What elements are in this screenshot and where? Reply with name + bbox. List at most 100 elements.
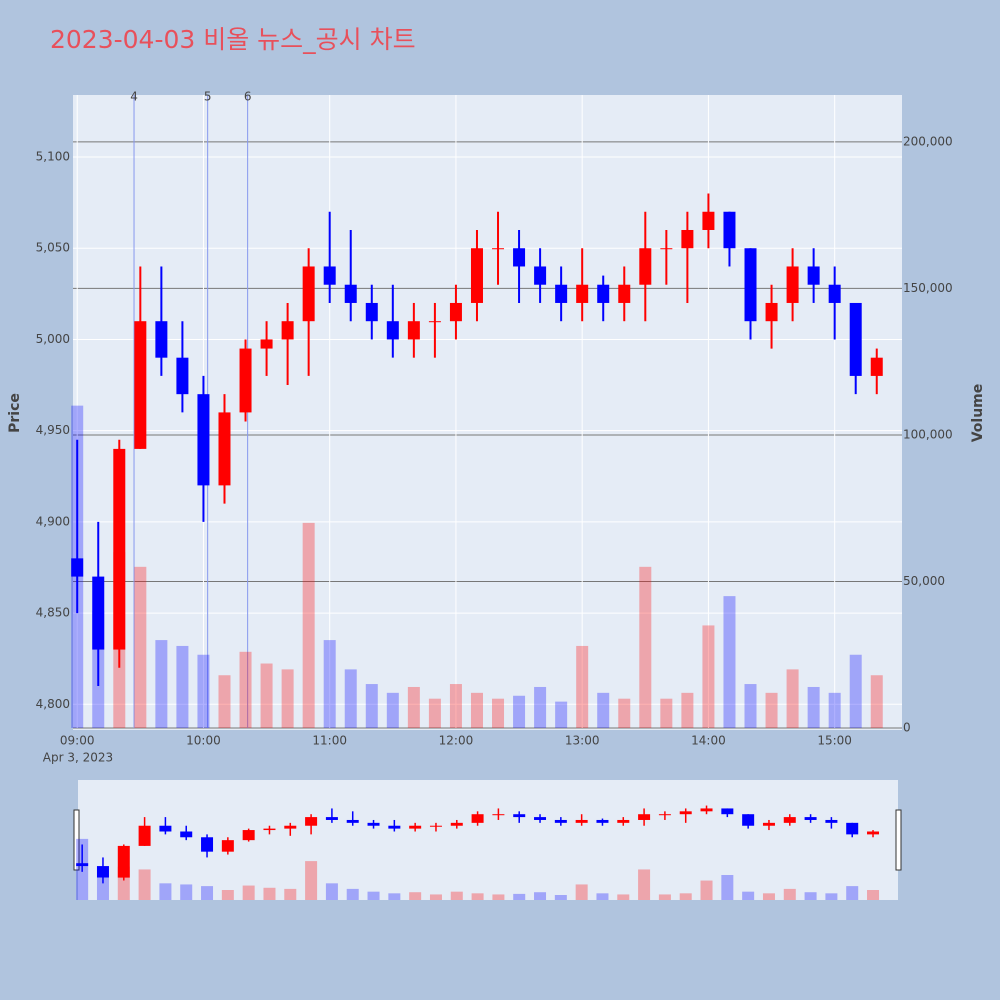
mini-candle-body	[513, 814, 526, 818]
mini-candle-body	[138, 825, 151, 846]
x-tick-label: 12:00	[439, 734, 474, 748]
volume-bar	[576, 645, 589, 728]
mini-volume-bar	[242, 885, 255, 900]
volume-bar	[218, 675, 231, 728]
mini-candle-body	[346, 819, 359, 823]
x-tick-label: 14:00	[691, 734, 726, 748]
volume-bar	[428, 698, 441, 728]
y-tick-label: 5,050	[36, 241, 70, 255]
slider-handle[interactable]	[73, 809, 80, 871]
y2-tick-label: 200,000	[903, 134, 953, 148]
mini-volume-bar	[658, 894, 671, 900]
mini-candle-body	[575, 819, 588, 823]
slider-handle[interactable]	[895, 809, 902, 871]
mini-candle-body	[96, 866, 109, 878]
volume-bar	[639, 566, 652, 728]
mini-candle-body	[201, 837, 214, 852]
volume-bar	[386, 692, 399, 728]
volume-bar	[807, 686, 820, 728]
mini-volume-bar	[867, 890, 880, 900]
y2-tick-label: 100,000	[903, 427, 953, 441]
mini-volume-bar	[534, 892, 547, 900]
mini-candle-body	[409, 825, 422, 829]
volume-bar	[470, 692, 483, 728]
candle-body	[870, 357, 883, 376]
x-tick-label: 15:00	[817, 734, 852, 748]
mini-volume-bar	[138, 869, 151, 900]
mini-volume-bar	[513, 893, 526, 900]
mini-volume-bar	[388, 893, 401, 900]
candle-body	[113, 448, 126, 650]
mini-volume-bar	[221, 890, 234, 900]
mini-candle-body	[325, 817, 338, 820]
volume-bar	[765, 692, 778, 728]
mini-volume-bar	[846, 886, 859, 900]
mini-candle-body	[617, 819, 630, 823]
mini-candle-body	[284, 825, 297, 829]
mini-candle-body	[117, 845, 130, 878]
candle-body	[281, 321, 294, 340]
mini-candle-body	[492, 814, 505, 816]
candle-body	[218, 412, 231, 486]
volume-bar	[849, 654, 862, 728]
annotation-label: 6	[244, 90, 252, 104]
mini-volume-bar	[159, 883, 172, 900]
mini-candle-body	[783, 817, 796, 823]
volume-bar	[407, 686, 420, 728]
candle-body	[176, 357, 189, 395]
volume-bar	[555, 701, 568, 728]
mini-volume-bar	[201, 886, 214, 900]
mini-candle-body	[742, 814, 755, 826]
volume-bar	[828, 692, 841, 728]
mini-candle-body	[450, 822, 463, 826]
candle-body	[428, 321, 441, 323]
mini-volume-bar	[783, 888, 796, 900]
mini-candle-body	[554, 819, 567, 823]
candle-body	[302, 266, 315, 322]
mini-candle-body	[180, 831, 193, 838]
mini-volume-bar	[429, 894, 442, 900]
x-tick-label: 13:00	[565, 734, 600, 748]
y-tick-label: 5,100	[36, 150, 70, 164]
volume-bar	[176, 645, 189, 728]
candle-body	[492, 248, 505, 250]
volume-bar	[302, 522, 315, 728]
range-slider[interactable]	[78, 780, 898, 900]
candle-body	[407, 321, 420, 340]
plot-area	[73, 95, 902, 730]
volume-bar	[870, 675, 883, 728]
candle-body	[639, 248, 652, 285]
mini-candle-body	[263, 828, 276, 831]
y-tick-label: 4,850	[36, 606, 70, 620]
candle-body	[702, 211, 715, 230]
mini-volume-bar	[346, 888, 359, 900]
y-tick-label: 4,950	[36, 423, 70, 437]
y2-axis-title: Volume	[970, 384, 986, 443]
chart-title: 2023-04-03 비올 뉴스_공시 차트	[50, 25, 416, 54]
mini-volume-bar	[180, 884, 193, 900]
volume-bar	[449, 684, 462, 728]
volume-bar	[513, 695, 526, 728]
mini-volume-bar	[596, 893, 609, 900]
y-tick-label: 4,800	[36, 697, 70, 711]
candle-body	[786, 266, 799, 303]
candle-body	[260, 339, 273, 349]
candle-body	[513, 248, 526, 267]
volume-bar	[281, 669, 294, 728]
candle-body	[555, 284, 568, 303]
candle-body	[71, 558, 84, 577]
mini-volume-bar	[284, 888, 297, 900]
mini-volume-bar	[617, 894, 630, 900]
candle-body	[744, 248, 757, 322]
mini-candle-body	[429, 825, 442, 827]
y-tick-label: 5,000	[36, 332, 70, 346]
x-tick-label: 11:00	[312, 734, 347, 748]
mini-candle-body	[596, 819, 609, 823]
mini-candle-body	[534, 817, 547, 820]
candle-body	[344, 284, 357, 303]
mini-volume-bar	[679, 893, 692, 900]
volume-bar	[786, 669, 799, 728]
mini-candle-body	[679, 811, 692, 815]
candle-body	[197, 394, 210, 486]
mini-volume-bar	[638, 869, 651, 900]
